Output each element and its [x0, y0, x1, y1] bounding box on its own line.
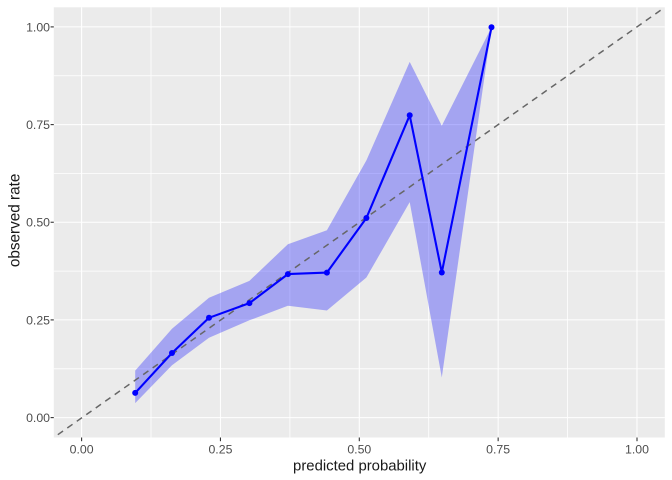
- svg-text:1.00: 1.00: [625, 442, 649, 456]
- svg-text:predicted probability: predicted probability: [293, 459, 427, 475]
- svg-text:0.25: 0.25: [26, 313, 50, 327]
- svg-text:0.75: 0.75: [26, 118, 50, 132]
- svg-text:1.00: 1.00: [26, 20, 50, 34]
- svg-text:0.25: 0.25: [208, 442, 232, 456]
- svg-text:0.50: 0.50: [347, 442, 371, 456]
- svg-text:0.00: 0.00: [26, 411, 50, 425]
- svg-text:0.00: 0.00: [70, 442, 94, 456]
- svg-text:0.75: 0.75: [486, 442, 510, 456]
- svg-text:observed rate: observed rate: [6, 174, 23, 268]
- svg-text:0.50: 0.50: [26, 216, 50, 230]
